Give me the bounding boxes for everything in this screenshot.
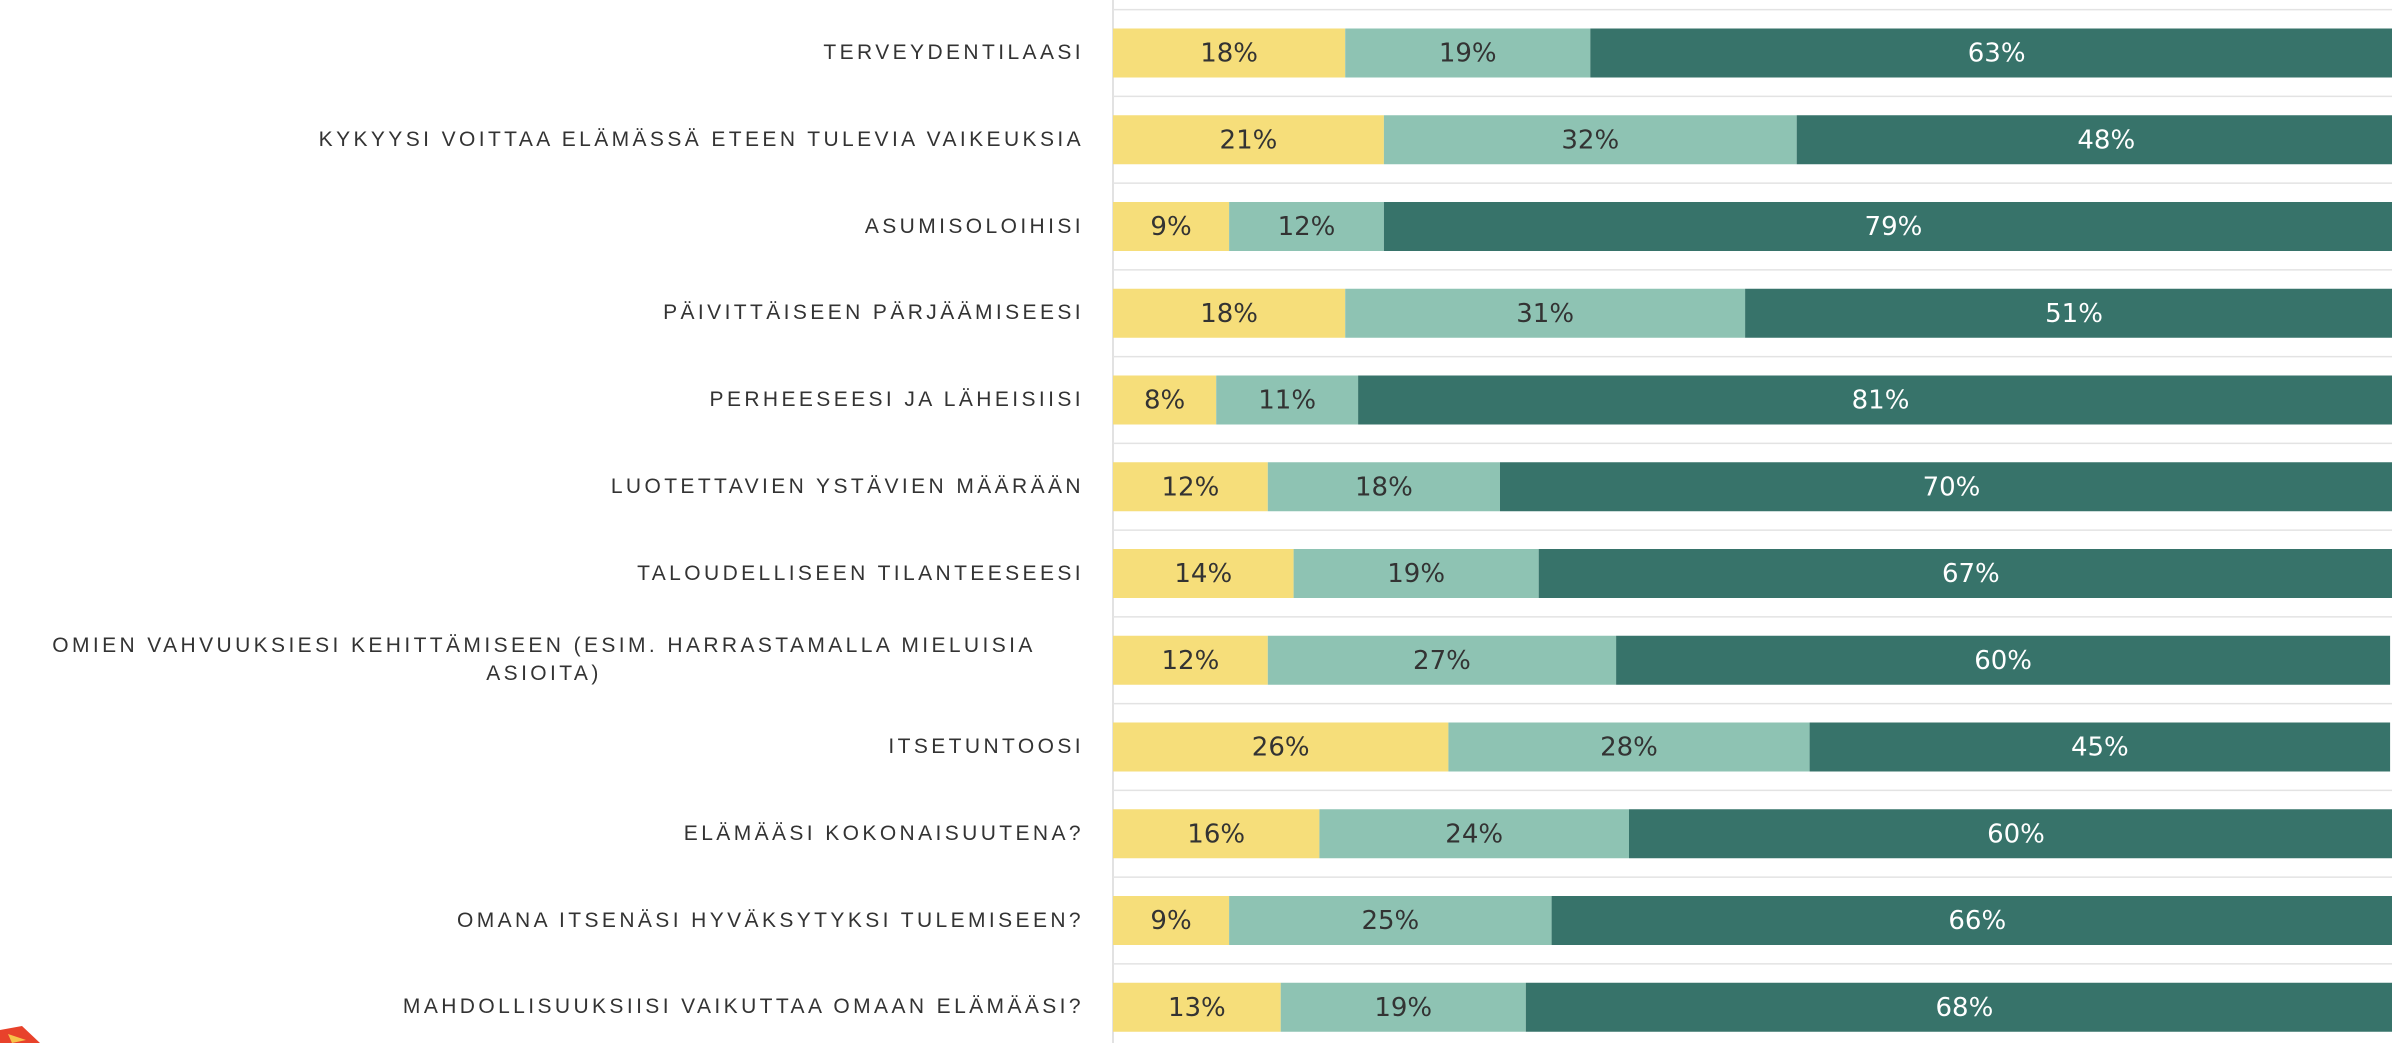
bar-segment	[1113, 635, 1268, 685]
bar-segment	[1280, 982, 1526, 1032]
value-label: 28%	[1600, 733, 1658, 763]
bar-segment	[1113, 722, 1449, 772]
bar-segment	[1796, 115, 2392, 165]
bar-segment	[1538, 549, 2392, 598]
bar-segment	[1113, 462, 1268, 512]
value-label: 18%	[1355, 472, 1413, 502]
bar-segment	[1113, 982, 1281, 1032]
value-label: 11%	[1258, 386, 1316, 416]
value-label: 13%	[1168, 993, 1226, 1023]
value-label: 48%	[2077, 125, 2135, 155]
value-label: 31%	[1516, 299, 1574, 329]
category-label: ASUMISOLOIHISI	[864, 214, 1084, 238]
value-label: 45%	[2071, 733, 2129, 763]
value-label: 79%	[1865, 212, 1923, 242]
bar-segment	[1525, 982, 2392, 1032]
category-label: PERHEESEESI JA LÄHEISIISI	[709, 388, 1084, 411]
category-label: PÄIVITTÄISEEN PÄRJÄÄMISEESI	[663, 301, 1084, 325]
value-label: 9%	[1150, 906, 1191, 936]
bar-segment	[1113, 115, 1384, 165]
bar-segment	[1216, 375, 1359, 425]
value-label: 63%	[1968, 39, 2026, 69]
value-label: 24%	[1445, 819, 1503, 849]
bar-segment	[1293, 549, 1539, 598]
value-label: 19%	[1374, 993, 1432, 1023]
bar-segment	[1113, 549, 1294, 598]
bar-segment	[1113, 288, 1346, 338]
bar-segment	[1319, 809, 1629, 859]
bar-segment	[1500, 462, 2392, 512]
value-label: 19%	[1387, 559, 1445, 589]
value-label: 32%	[1561, 125, 1619, 155]
value-label: 18%	[1200, 39, 1258, 69]
category-label: OMANA ITSENÄSI HYVÄKSYTYKSI TULEMISEEN?	[456, 908, 1084, 932]
value-label: 51%	[2045, 299, 2103, 329]
value-label: 21%	[1220, 125, 1278, 155]
bar-segment	[1809, 722, 2391, 772]
value-label: 81%	[1852, 386, 1910, 416]
logo-accent	[8, 1034, 26, 1043]
value-label: 12%	[1162, 472, 1220, 502]
bar-segment	[1267, 635, 1617, 685]
category-label: MAHDOLLISUUKSIISI VAIKUTTAA OMAAN ELÄMÄÄ…	[402, 995, 1084, 1019]
category-label: TERVEYDENTILAASI	[823, 41, 1084, 64]
value-label: 60%	[1987, 819, 2045, 849]
value-label: 9%	[1150, 212, 1191, 242]
bar-segment	[1229, 202, 1384, 251]
value-label: 27%	[1413, 646, 1471, 676]
value-label: 16%	[1187, 819, 1245, 849]
value-label: 60%	[1974, 646, 2032, 676]
category-label: KYKYYSI VOITTAA ELÄMÄSSÄ ETEEN TULEVIA V…	[318, 127, 1084, 151]
category-label: LUOTETTAVIEN YSTÄVIEN MÄÄRÄÄN	[610, 474, 1084, 498]
value-label: 25%	[1361, 906, 1419, 936]
value-label: 14%	[1174, 559, 1232, 589]
value-label: 8%	[1144, 386, 1185, 416]
value-label: 12%	[1162, 646, 1220, 676]
bar-segment	[1113, 202, 1230, 251]
bar-segment	[1267, 462, 1500, 512]
value-label: 19%	[1439, 39, 1497, 69]
value-label: 68%	[1936, 993, 1994, 1023]
value-label: 67%	[1942, 559, 2000, 589]
bar-segment	[1616, 635, 2391, 685]
value-label: 70%	[1923, 472, 1981, 502]
bar-segment	[1358, 375, 2392, 425]
bar-segment	[1229, 896, 1552, 945]
value-label: 12%	[1278, 212, 1336, 242]
bar-segment	[1590, 28, 2392, 78]
bar-segment	[1383, 115, 1797, 165]
bar-segment	[1113, 896, 1230, 945]
bar-segment	[1448, 722, 1810, 772]
bar-segment	[1113, 28, 1346, 78]
bar-segment	[1345, 28, 1591, 78]
bar-segment	[1745, 288, 2392, 338]
bar-segment	[1551, 896, 2392, 945]
bar-segment	[1113, 375, 1217, 425]
bar-segment	[1113, 809, 1320, 859]
category-label: ELÄMÄÄSI KOKONAISUUTENA?	[683, 821, 1084, 845]
value-label: 66%	[1948, 906, 2006, 936]
bar-segment	[1345, 288, 1746, 338]
bar-segment	[1629, 809, 2392, 859]
category-label: ITSETUNTOOSI	[888, 735, 1084, 758]
value-label: 18%	[1200, 299, 1258, 329]
value-label: 26%	[1252, 733, 1310, 763]
category-label: OMIEN VAHVUUKSIESI KEHITTÄMISEEN (ESIM. …	[52, 634, 1036, 686]
category-label: TALOUDELLISEEN TILANTEESEESI	[637, 561, 1084, 585]
bar-segment	[1383, 202, 2392, 251]
logo	[0, 1026, 40, 1043]
